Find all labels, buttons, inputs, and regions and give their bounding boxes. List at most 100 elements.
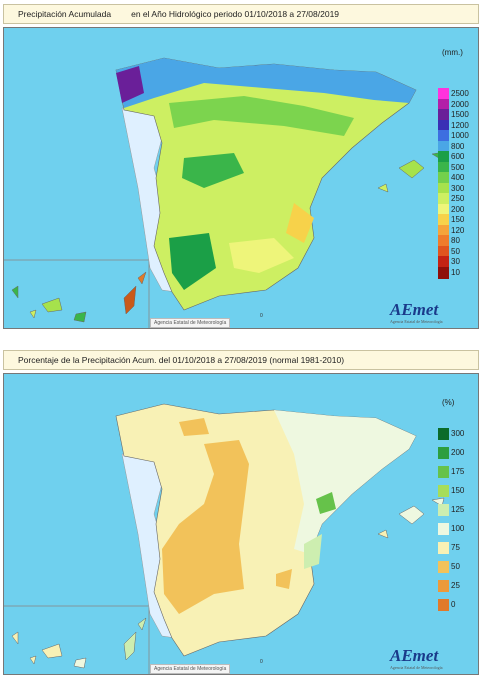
map1-legend-label: 30 — [451, 257, 460, 266]
map2-legend-label: 100 — [451, 524, 465, 533]
map1-gran-canaria — [73, 311, 87, 323]
map1-legend-label: 10 — [451, 267, 460, 277]
map2-legend-item: 150 — [438, 485, 472, 497]
map1-galicia-max — [116, 66, 144, 103]
map1-period: en el Año Hidrológico periodo 01/10/2018… — [131, 9, 340, 19]
map2-la-palma — [11, 631, 19, 645]
aemet-logo-text: AEmet — [390, 300, 439, 319]
map2-legend-item: 25 — [438, 580, 472, 592]
map1-legend-label: 300 — [451, 183, 465, 193]
map1-precipitation-map — [4, 57, 445, 328]
map2-lanzarote — [137, 617, 147, 631]
map1-legend-item: 400 — [438, 172, 472, 184]
map1-title: Precipitación Acumulada — [18, 9, 112, 19]
map1-legend-label: 2500 — [451, 89, 469, 98]
map1-credit: Agencia Estatal de Meteorología — [150, 318, 231, 328]
map1-la-gomera — [29, 309, 37, 319]
map2-legend-swatch — [438, 504, 449, 516]
map2-legend-swatch — [438, 561, 449, 573]
map1-legend-item: 120 — [438, 224, 472, 237]
map1-legend-swatch — [438, 109, 449, 121]
map2-legend-unit: (%) — [442, 398, 455, 407]
map1-legend-swatch — [438, 151, 449, 163]
map2-mallorca — [398, 505, 425, 525]
map1-title-bar: Precipitación Acumulada en el Año Hidroló… — [3, 4, 479, 24]
map1-legend-swatch — [438, 172, 449, 184]
map1-legend-item: 800 — [438, 140, 472, 153]
map2-legend-swatch — [438, 447, 449, 459]
map1-legend-label: 1000 — [451, 131, 469, 140]
map1-legend-label: 50 — [451, 246, 460, 256]
map2-legend-label: 75 — [451, 543, 460, 552]
map1-legend-label: 1200 — [451, 120, 469, 130]
map2-legend-swatch — [438, 599, 449, 611]
map2-legend-label: 125 — [451, 505, 465, 514]
map1-fuerteventura — [123, 285, 137, 315]
map2-legend-swatch — [438, 466, 449, 478]
map1-south-west-wet — [169, 233, 216, 290]
map1-legend-item: 1200 — [438, 119, 472, 132]
map1-legend-swatch — [438, 130, 449, 142]
map2-legend-item: 200 — [438, 447, 472, 459]
map1-legend-label: 800 — [451, 141, 465, 151]
map1-legend-swatch — [438, 140, 449, 153]
map1-legend-label: 600 — [451, 152, 465, 161]
map2-north-dry-spot — [179, 418, 209, 436]
map2-title-bar: Porcentaje de la Precipitación Acum. del… — [3, 350, 479, 370]
map2-legend-swatch — [438, 428, 449, 440]
map1-legend-item: 600 — [438, 151, 472, 163]
map2-tenerife — [41, 643, 63, 659]
map1-legend-item: 50 — [438, 245, 472, 258]
map2-canary-inset — [4, 605, 150, 674]
aemet-logo-text-2: AEmet — [390, 646, 439, 665]
map1-legend-swatch — [438, 224, 449, 237]
map2-zero-label: 0 — [260, 659, 263, 665]
map1-zero-label: 0 — [260, 313, 263, 319]
map2-east-normal — [274, 410, 416, 554]
map2-legend-label: 200 — [451, 448, 465, 457]
map2-legend-item: 75 — [438, 542, 472, 554]
aemet-logo-2: AEmet Agencia Estatal de Meteorología — [390, 646, 443, 672]
map2-ibiza — [377, 529, 389, 539]
map1-mallorca — [398, 159, 425, 179]
map2-legend-label: 25 — [451, 581, 460, 590]
map1-legend-swatch — [438, 193, 449, 205]
map1-legend-label: 200 — [451, 204, 465, 214]
map1-legend-swatch — [438, 119, 449, 132]
map1-legend-item: 150 — [438, 214, 472, 226]
map2-panel: (%) 300 200 175 150 125 100 75 50 25 0 AEmet Agen… — [3, 373, 479, 675]
map2-west-dry — [162, 440, 249, 614]
map1-tenerife — [41, 297, 63, 313]
aemet-logo: AEmet Agencia Estatal de Meteorología — [390, 300, 443, 326]
map1-canary-inset — [4, 259, 150, 328]
map1-legend-item: 300 — [438, 182, 472, 195]
map1-ibiza — [377, 183, 389, 193]
map2-legend-swatch — [438, 523, 449, 535]
map2-murcia-above — [304, 534, 322, 569]
map2-title: Porcentaje de la Precipitación Acum. del… — [18, 355, 345, 365]
map1-legend-item: 250 — [438, 193, 472, 205]
map1-se-dry — [229, 238, 294, 273]
map2-legend-label: 0 — [451, 600, 456, 609]
map1-legend-item: 30 — [438, 256, 472, 268]
map1-duero-band — [169, 96, 354, 136]
map2-legend-label: 300 — [451, 429, 465, 438]
map1-legend-swatch — [438, 161, 449, 174]
map1-lanzarote — [137, 271, 147, 285]
map1-legend-swatch — [438, 98, 449, 111]
map2-legend-item: 175 — [438, 466, 472, 478]
map1-legend-item: 2000 — [438, 98, 472, 111]
map1-legend-label: 2000 — [451, 99, 469, 109]
map2-legend-swatch — [438, 542, 449, 554]
map2-south-dry-spot — [276, 569, 292, 589]
map2-legend-item: 125 — [438, 504, 472, 516]
aemet-logo-subtitle-2: Agencia Estatal de Meteorología — [390, 665, 443, 670]
map2-legend-label: 50 — [451, 562, 460, 571]
map1-legend-label: 120 — [451, 225, 465, 235]
map1-legend-label: 400 — [451, 173, 465, 182]
aemet-logo-subtitle: Agencia Estatal de Meteorología — [390, 319, 443, 324]
map1-legend-label: 1500 — [451, 110, 469, 119]
map1-panel: (mm.) 2500 2000 1500 1200 1000 800 600 500 400 30… — [3, 27, 479, 329]
map1-la-palma — [11, 285, 19, 299]
map2-legend-item: 300 — [438, 428, 472, 440]
